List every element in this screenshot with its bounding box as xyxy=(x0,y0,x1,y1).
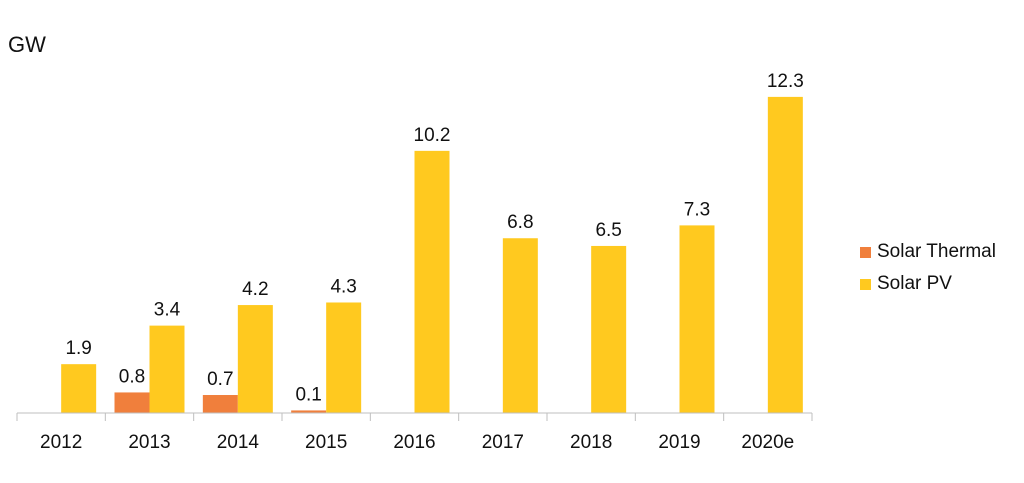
legend-item-solar-thermal: Solar Thermal xyxy=(860,236,996,268)
data-label-solar-pv-2020e: 12.3 xyxy=(767,71,804,92)
bar-solar-pv-2019 xyxy=(679,225,715,413)
data-label-solar-pv-2017: 6.8 xyxy=(507,212,533,233)
x-tick-label-2016: 2016 xyxy=(393,432,435,453)
data-label-solar-thermal-2013: 0.8 xyxy=(119,366,145,387)
x-tick-label-2020e: 2020e xyxy=(741,432,794,453)
y-axis-label: GW xyxy=(8,32,46,57)
x-tick-label-2019: 2019 xyxy=(658,432,700,453)
data-label-solar-thermal-2015: 0.1 xyxy=(295,384,321,405)
data-label-solar-pv-2012: 1.9 xyxy=(65,338,91,359)
bar-solar-thermal-2013 xyxy=(114,392,150,413)
bar-solar-pv-2015 xyxy=(326,302,362,413)
data-label-solar-pv-2018: 6.5 xyxy=(595,220,621,241)
x-tick-label-2014: 2014 xyxy=(217,432,260,453)
data-label-solar-pv-2016: 10.2 xyxy=(414,125,451,146)
x-tick-label-2017: 2017 xyxy=(482,432,524,453)
legend: Solar Thermal Solar PV xyxy=(860,236,996,300)
x-tick-label-2015: 2015 xyxy=(305,432,347,453)
bar-solar-thermal-2015 xyxy=(291,410,327,413)
bar-solar-pv-2017 xyxy=(502,238,538,413)
legend-label-solar-pv: Solar PV xyxy=(877,273,952,294)
legend-item-solar-pv: Solar PV xyxy=(860,268,996,300)
bar-solar-thermal-2014 xyxy=(202,395,238,413)
data-label-solar-pv-2014: 4.2 xyxy=(242,279,268,300)
legend-label-solar-thermal: Solar Thermal xyxy=(877,241,996,262)
bar-solar-pv-2018 xyxy=(591,245,627,413)
legend-swatch-solar-pv xyxy=(860,278,871,290)
x-tick-label-2013: 2013 xyxy=(128,432,170,453)
legend-swatch-solar-thermal xyxy=(860,246,871,258)
bar-solar-pv-2014 xyxy=(237,305,273,413)
bar-solar-pv-2020e xyxy=(767,96,803,413)
bar-solar-pv-2016 xyxy=(414,150,450,414)
bar-solar-pv-2013 xyxy=(149,325,185,413)
bar-solar-pv-2012 xyxy=(61,364,97,413)
x-tick-label-2012: 2012 xyxy=(40,432,82,453)
data-label-solar-pv-2019: 7.3 xyxy=(684,199,710,220)
data-label-solar-thermal-2014: 0.7 xyxy=(207,369,233,390)
data-label-solar-pv-2013: 3.4 xyxy=(154,300,181,321)
x-tick-label-2018: 2018 xyxy=(570,432,612,453)
data-label-solar-pv-2015: 4.3 xyxy=(330,276,356,297)
